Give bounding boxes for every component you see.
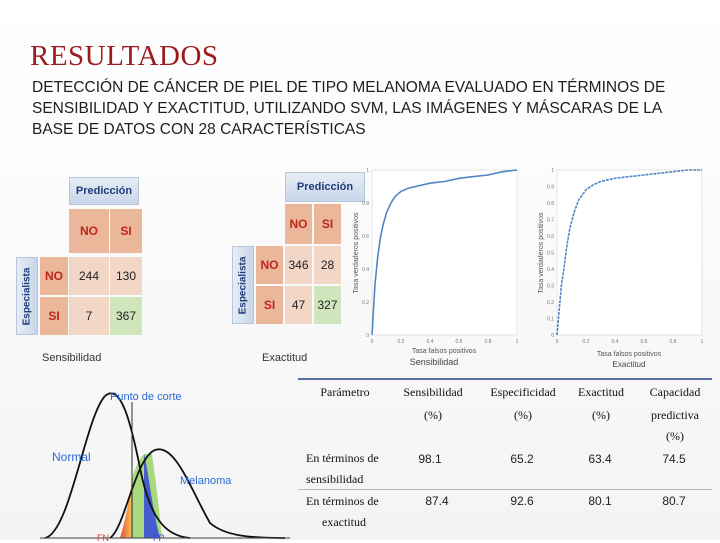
y-axis-label: Tasa verdaderos positivos: [538, 212, 545, 293]
x-tick-label: 0.6: [641, 339, 648, 345]
x-axis-label: Tasa falsos positivos: [597, 351, 662, 358]
y-tick-label: 0: [551, 333, 554, 339]
x-tick-label: 0.2: [398, 339, 405, 345]
cell-r1-sensibilidad: 98.1: [418, 452, 442, 466]
y-tick-label: 1: [366, 168, 369, 174]
y-tick-label: 0.4: [547, 267, 554, 273]
y-tick-label: 0.2: [362, 300, 369, 306]
row-no-label: NO: [256, 246, 283, 284]
x-tick-label: 0.4: [612, 339, 619, 345]
cell-r2-capacidad: 80.7: [662, 494, 686, 508]
cell-no-no: 346: [285, 246, 312, 284]
roc-curve: [371, 169, 518, 336]
x-tick-label: 0.6: [456, 339, 463, 345]
cell-r2-exactitud: 80.1: [588, 494, 612, 508]
caption-exactitud: Exactitud: [262, 352, 308, 364]
table-row-rule: [298, 489, 712, 490]
cell-si-si: 367: [110, 297, 142, 335]
x-tick-label: 0.8: [485, 339, 492, 345]
y-tick-label: 0.4: [362, 267, 369, 273]
especialista-header: Especialista: [16, 257, 38, 335]
normal-curve: [44, 392, 191, 539]
cell-r2-especificidad: 92.6: [510, 494, 534, 508]
slide-title: RESULTADOS: [30, 40, 219, 72]
roc-chart-sensibilidad: 0 0.2 0.4 0.6 0.8 1 0 0.2 0.4 0.6 0.8 1 Tasa verdad…: [353, 168, 519, 367]
header-capacidad: Capacidad predictiva (%): [649, 385, 701, 443]
confusion-matrix-sensibilidad: Predicción NO SI Especialista NO SI 244 …: [14, 175, 142, 335]
row-param-exactitud: En términos de exactitud: [306, 494, 379, 529]
x-tick-label: 0.2: [583, 339, 590, 345]
row-si-label: SI: [256, 286, 283, 324]
fn-label: FN: [97, 533, 109, 543]
x-tick-label: 1: [701, 339, 704, 345]
cell-si-si: 327: [314, 286, 341, 324]
x-tick-label: 0: [556, 339, 559, 345]
distribution-diagram: Punto de corte Normal Melanoma FN FP: [40, 391, 290, 543]
y-tick-label: 0.6: [362, 234, 369, 240]
y-tick-label: 0.5: [547, 251, 554, 257]
cell-si-no: 7: [69, 297, 109, 335]
roc-plot-area: [371, 169, 518, 336]
cell-si-no: 47: [285, 286, 312, 324]
y-tick-label: 0.9: [547, 185, 554, 191]
caption-roc-exactitud: Exactitud: [613, 360, 646, 369]
row-si-label: SI: [40, 297, 68, 335]
y-tick-label: 0.8: [547, 201, 554, 207]
y-tick-label: 0.3: [547, 284, 554, 290]
cell-no-no: 244: [69, 257, 109, 295]
row-param-sensibilidad: En términos de sensibilidad: [306, 451, 379, 486]
col-si-label: SI: [110, 209, 142, 253]
melanoma-curve: [109, 448, 286, 539]
especialista-header: Especialista: [232, 246, 254, 324]
caption-roc-sensibilidad: Sensibilidad: [410, 357, 459, 367]
cell-r2-sensibilidad: 87.4: [425, 494, 449, 508]
y-tick-label: 1: [551, 168, 554, 174]
roc-plot-area: [556, 169, 703, 336]
cell-no-si: 130: [110, 257, 142, 295]
y-tick-label: 0.1: [547, 317, 554, 323]
roc-chart-exactitud: 0 0.1 0.2 0.3 0.4 0.5 0.6 0.7 0.8 0.9 1 0 0.2 0.4 0.6 0…: [538, 168, 704, 369]
y-tick-label: 0.7: [547, 218, 554, 224]
slide-subtitle: DETECCIÓN DE CÁNCER DE PIEL DE TIPO MELA…: [32, 79, 666, 138]
cell-r1-capacidad: 74.5: [662, 452, 686, 466]
row-no-label: NO: [40, 257, 68, 295]
col-no-label: NO: [285, 204, 312, 244]
y-axis-label: Tasa verdaderos positivos: [353, 212, 360, 293]
roc-curve: [556, 169, 702, 336]
fp-region: [144, 454, 160, 538]
header-especificidad: Especificidad (%): [490, 385, 556, 422]
x-tick-label: 0: [371, 339, 374, 345]
header-sensibilidad: Sensibilidad (%): [403, 385, 463, 422]
normal-label: Normal: [52, 450, 91, 464]
table-top-rule: [298, 378, 712, 380]
prediccion-header: Predicción: [69, 177, 139, 205]
cell-r1-exactitud: 63.4: [588, 452, 612, 466]
y-tick-label: 0: [366, 333, 369, 339]
prediccion-header: Predicción: [285, 172, 365, 202]
y-tick-label: 0.6: [547, 234, 554, 240]
fn-region: [120, 478, 132, 538]
x-tick-label: 1: [516, 339, 519, 345]
x-tick-label: 0.4: [427, 339, 434, 345]
cell-no-si: 28: [314, 246, 341, 284]
x-tick-label: 0.8: [670, 339, 677, 345]
confusion-matrix-exactitud: Predicción NO SI Especialista NO SI 346 …: [230, 170, 365, 330]
header-exactitud: Exactitud (%): [578, 385, 624, 422]
fp-label: FP: [153, 533, 165, 543]
cell-r1-especificidad: 65.2: [510, 452, 534, 466]
y-tick-label: 0.2: [547, 300, 554, 306]
header-parametro: Parámetro: [320, 385, 370, 399]
col-si-label: SI: [314, 204, 341, 244]
col-no-label: NO: [69, 209, 109, 253]
punto-corte-label: Punto de corte: [110, 391, 182, 403]
caption-sensibilidad: Sensibilidad: [42, 352, 102, 364]
x-axis-label: Tasa falsos positivos: [412, 348, 477, 355]
y-tick-label: 0.8: [362, 201, 369, 207]
melanoma-label: Melanoma: [180, 475, 232, 487]
